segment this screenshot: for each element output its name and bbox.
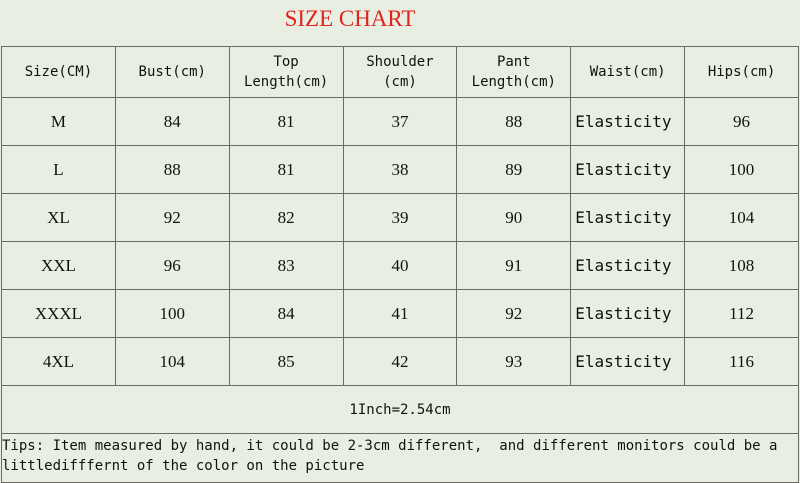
header-line: Length(cm) [471, 74, 556, 90]
cell: 4XL [1, 337, 116, 386]
header-cell: Hips(cm) [684, 46, 799, 98]
cell: 84 [114, 97, 230, 146]
cell: 81 [228, 97, 344, 146]
row: XXL 96 83 40 91 Elasticity 108 [1, 241, 799, 290]
cell: 92 [456, 289, 572, 338]
header-line: (cm) [383, 74, 417, 90]
row: L 88 81 38 89 Elasticity 100 [1, 145, 799, 194]
row: XL 92 82 39 90 Elasticity 104 [1, 193, 799, 242]
header-cell: Bust(cm) [114, 46, 230, 98]
header-line: Pant [496, 54, 531, 70]
cell: 37 [342, 97, 458, 146]
cell: Elasticity [570, 193, 686, 242]
row: XXXL 100 84 41 92 Elasticity 112 [1, 289, 799, 338]
row: M 84 81 37 88 Elasticity 96 [1, 97, 799, 146]
header-cell: Top Length(cm) [228, 46, 344, 98]
header-line: Hips(cm) [707, 64, 776, 80]
title: SIZE CHART [284, 6, 416, 31]
cell: Elasticity [570, 337, 686, 386]
cell: M [1, 97, 116, 146]
tips: Tips: Item measured by hand, it could be… [1, 433, 799, 483]
cell: 82 [228, 193, 344, 242]
note-row: 1Inch=2.54cm [1, 385, 799, 434]
cell: Elasticity [570, 289, 686, 338]
header-cell: Pant Length(cm) [456, 46, 572, 98]
cell: 96 [114, 241, 230, 290]
header-cell: Waist(cm) [570, 46, 686, 98]
tips-row: Tips: Item measured by hand, it could be… [1, 433, 799, 483]
cell: 104 [684, 193, 799, 242]
cell: L [1, 145, 116, 194]
cell: 39 [342, 193, 458, 242]
cell: 104 [114, 337, 230, 386]
header-line: Top [273, 54, 299, 70]
header-row: Size(CM) Bust(cm) Top Length(cm) Shoulder (cm… [1, 46, 799, 98]
cell: 88 [114, 145, 230, 194]
cell: 83 [228, 241, 344, 290]
cell: 108 [684, 241, 799, 290]
cell: 40 [342, 241, 458, 290]
cell: 112 [684, 289, 799, 338]
cell: 96 [684, 97, 799, 146]
cell: 91 [456, 241, 572, 290]
cell: Elasticity [570, 145, 686, 194]
cell: 93 [456, 337, 572, 386]
cell: 116 [684, 337, 799, 386]
size-table: Size(CM) Bust(cm) Top Length(cm) Shoulder (cm… [1, 46, 799, 483]
cell: 92 [114, 193, 230, 242]
cell: 38 [342, 145, 458, 194]
cell: XXXL [1, 289, 116, 338]
cell: 100 [684, 145, 799, 194]
cell: 89 [456, 145, 572, 194]
row: 4XL 104 85 42 93 Elasticity 116 [1, 337, 799, 386]
cell: Elasticity [570, 97, 686, 146]
note: 1Inch=2.54cm [1, 385, 799, 434]
header-line: Size(CM) [24, 64, 93, 80]
cell: 100 [114, 289, 230, 338]
header-line: Length(cm) [243, 74, 329, 90]
header-cell: Size(CM) [1, 46, 116, 98]
cell: 42 [342, 337, 458, 386]
header-line: Bust(cm) [138, 64, 206, 80]
header-line: Waist(cm) [589, 64, 666, 80]
cell: Elasticity [570, 241, 686, 290]
cell: 85 [228, 337, 344, 386]
cell: 90 [456, 193, 572, 242]
cell: 81 [228, 145, 344, 194]
cell: XL [1, 193, 116, 242]
cell: XXL [1, 241, 116, 290]
cell: 84 [228, 289, 344, 338]
header-cell: Shoulder (cm) [342, 46, 458, 98]
cell: 41 [342, 289, 458, 338]
header-line: Shoulder [366, 54, 434, 70]
cell: 88 [456, 97, 572, 146]
